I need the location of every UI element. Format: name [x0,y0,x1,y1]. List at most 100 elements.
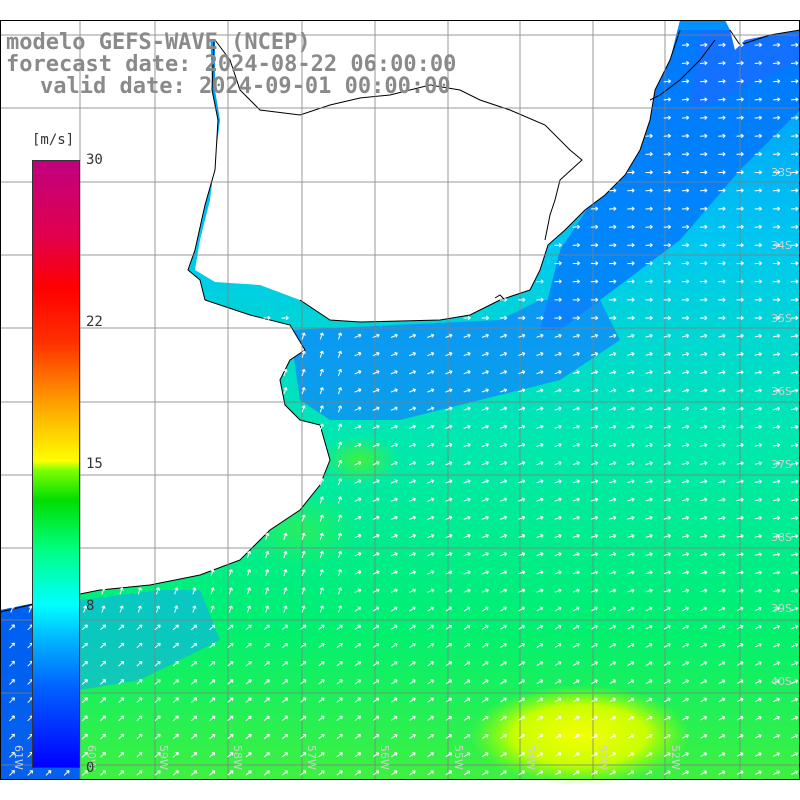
wind-arrow [663,515,671,520]
wind-arrow [536,315,544,321]
wind-arrow [772,697,781,703]
wind-arrow [372,442,380,448]
wind-arrow [118,679,125,685]
wind-arrow [554,388,562,393]
wind-arrow [518,442,526,447]
wind-arrow [118,661,125,667]
wind-arrow [301,514,306,522]
wind-arrow [390,588,398,593]
wind-arrow [736,206,744,211]
wind-arrow [572,588,580,593]
wind-arrow [754,261,763,266]
wind-arrow [591,697,598,703]
wind-arrow [718,188,726,193]
wind-arrow [536,297,544,302]
wind-arrow [663,752,671,757]
wind-arrow [154,661,161,667]
lon-label: 55W [452,745,465,770]
wind-arrow [354,497,362,502]
wind-arrow [372,770,380,776]
wind-arrow [591,679,598,685]
wind-arrow [354,752,362,758]
wind-arrow [700,206,708,211]
wind-arrow [209,697,216,703]
wind-arrow [682,734,689,739]
wind-arrow [318,661,325,667]
wind-arrow [319,423,324,431]
wind-arrow [154,624,161,631]
wind-arrow [81,624,88,631]
wind-arrow [754,424,762,430]
wind-arrow [572,770,580,776]
wind-arrow [791,133,799,139]
lat-label: 37S [771,458,792,471]
wind-arrow [591,661,598,667]
wind-arrow [700,624,708,630]
wind-arrow [427,715,434,721]
wind-arrow [391,606,398,612]
wind-arrow [736,697,744,703]
wind-arrow [463,661,471,667]
wind-arrow [518,570,526,575]
wind-arrow [718,242,726,248]
wind-arrow [354,588,362,593]
wind-arrow [319,332,324,340]
wind-arrow [301,569,306,577]
wind-arrow [572,533,580,539]
wind-arrow [101,587,106,595]
wind-arrow [700,570,708,575]
wind-arrow [700,752,708,757]
wind-arrow [427,752,434,758]
wind-arrow [463,606,471,612]
wind-arrow [409,697,416,703]
wind-arrow [590,297,599,302]
wind-arrow [372,552,380,557]
wind-arrow [445,734,453,739]
wind-arrow [227,679,234,685]
wind-arrow [482,734,489,739]
wind-arrow [354,442,362,448]
wind-arrow [645,206,653,211]
wind-arrow [791,552,799,557]
wind-arrow [700,515,708,521]
wind-arrow [463,752,471,758]
wind-arrow [427,442,435,448]
wind-arrow [499,533,508,539]
wind-arrow [772,333,781,339]
wind-arrow [300,679,307,685]
wind-arrow [336,661,343,667]
wind-arrow [718,570,726,575]
wind-arrow [463,497,471,502]
wind-arrow [500,679,507,685]
wind-arrow [463,770,471,776]
wind-arrow [427,388,435,393]
wind-arrow [463,715,471,721]
wind-arrow [209,661,216,667]
wind-arrow [772,715,781,721]
wind-arrow [45,770,52,776]
longitude-labels: 61W 60W 59W 58W 57W 56W 55W 54W 53W 52W [12,745,682,770]
wind-arrow [118,715,125,722]
wind-arrow [427,351,435,357]
wind-arrow [591,734,598,739]
wind-arrow [754,624,762,630]
wind-arrow [9,751,15,758]
wind-arrow [119,605,124,613]
wind-arrow [627,624,635,630]
wind-arrow [718,697,726,703]
wind-arrow [372,752,380,758]
wind-arrow [337,441,343,449]
wind-arrow [791,315,799,321]
wind-arrow [283,532,288,540]
wind-arrow [499,297,508,302]
wind-arrow [791,42,799,48]
wind-arrow [772,643,781,648]
wind-arrow [390,552,398,557]
wind-arrow [609,497,617,502]
wind-arrow [118,697,125,703]
wind-arrow [572,424,580,429]
wind-arrow [772,297,781,302]
wind-arrow [227,624,234,630]
wind-arrow [736,279,744,284]
wind-arrow [337,569,343,577]
